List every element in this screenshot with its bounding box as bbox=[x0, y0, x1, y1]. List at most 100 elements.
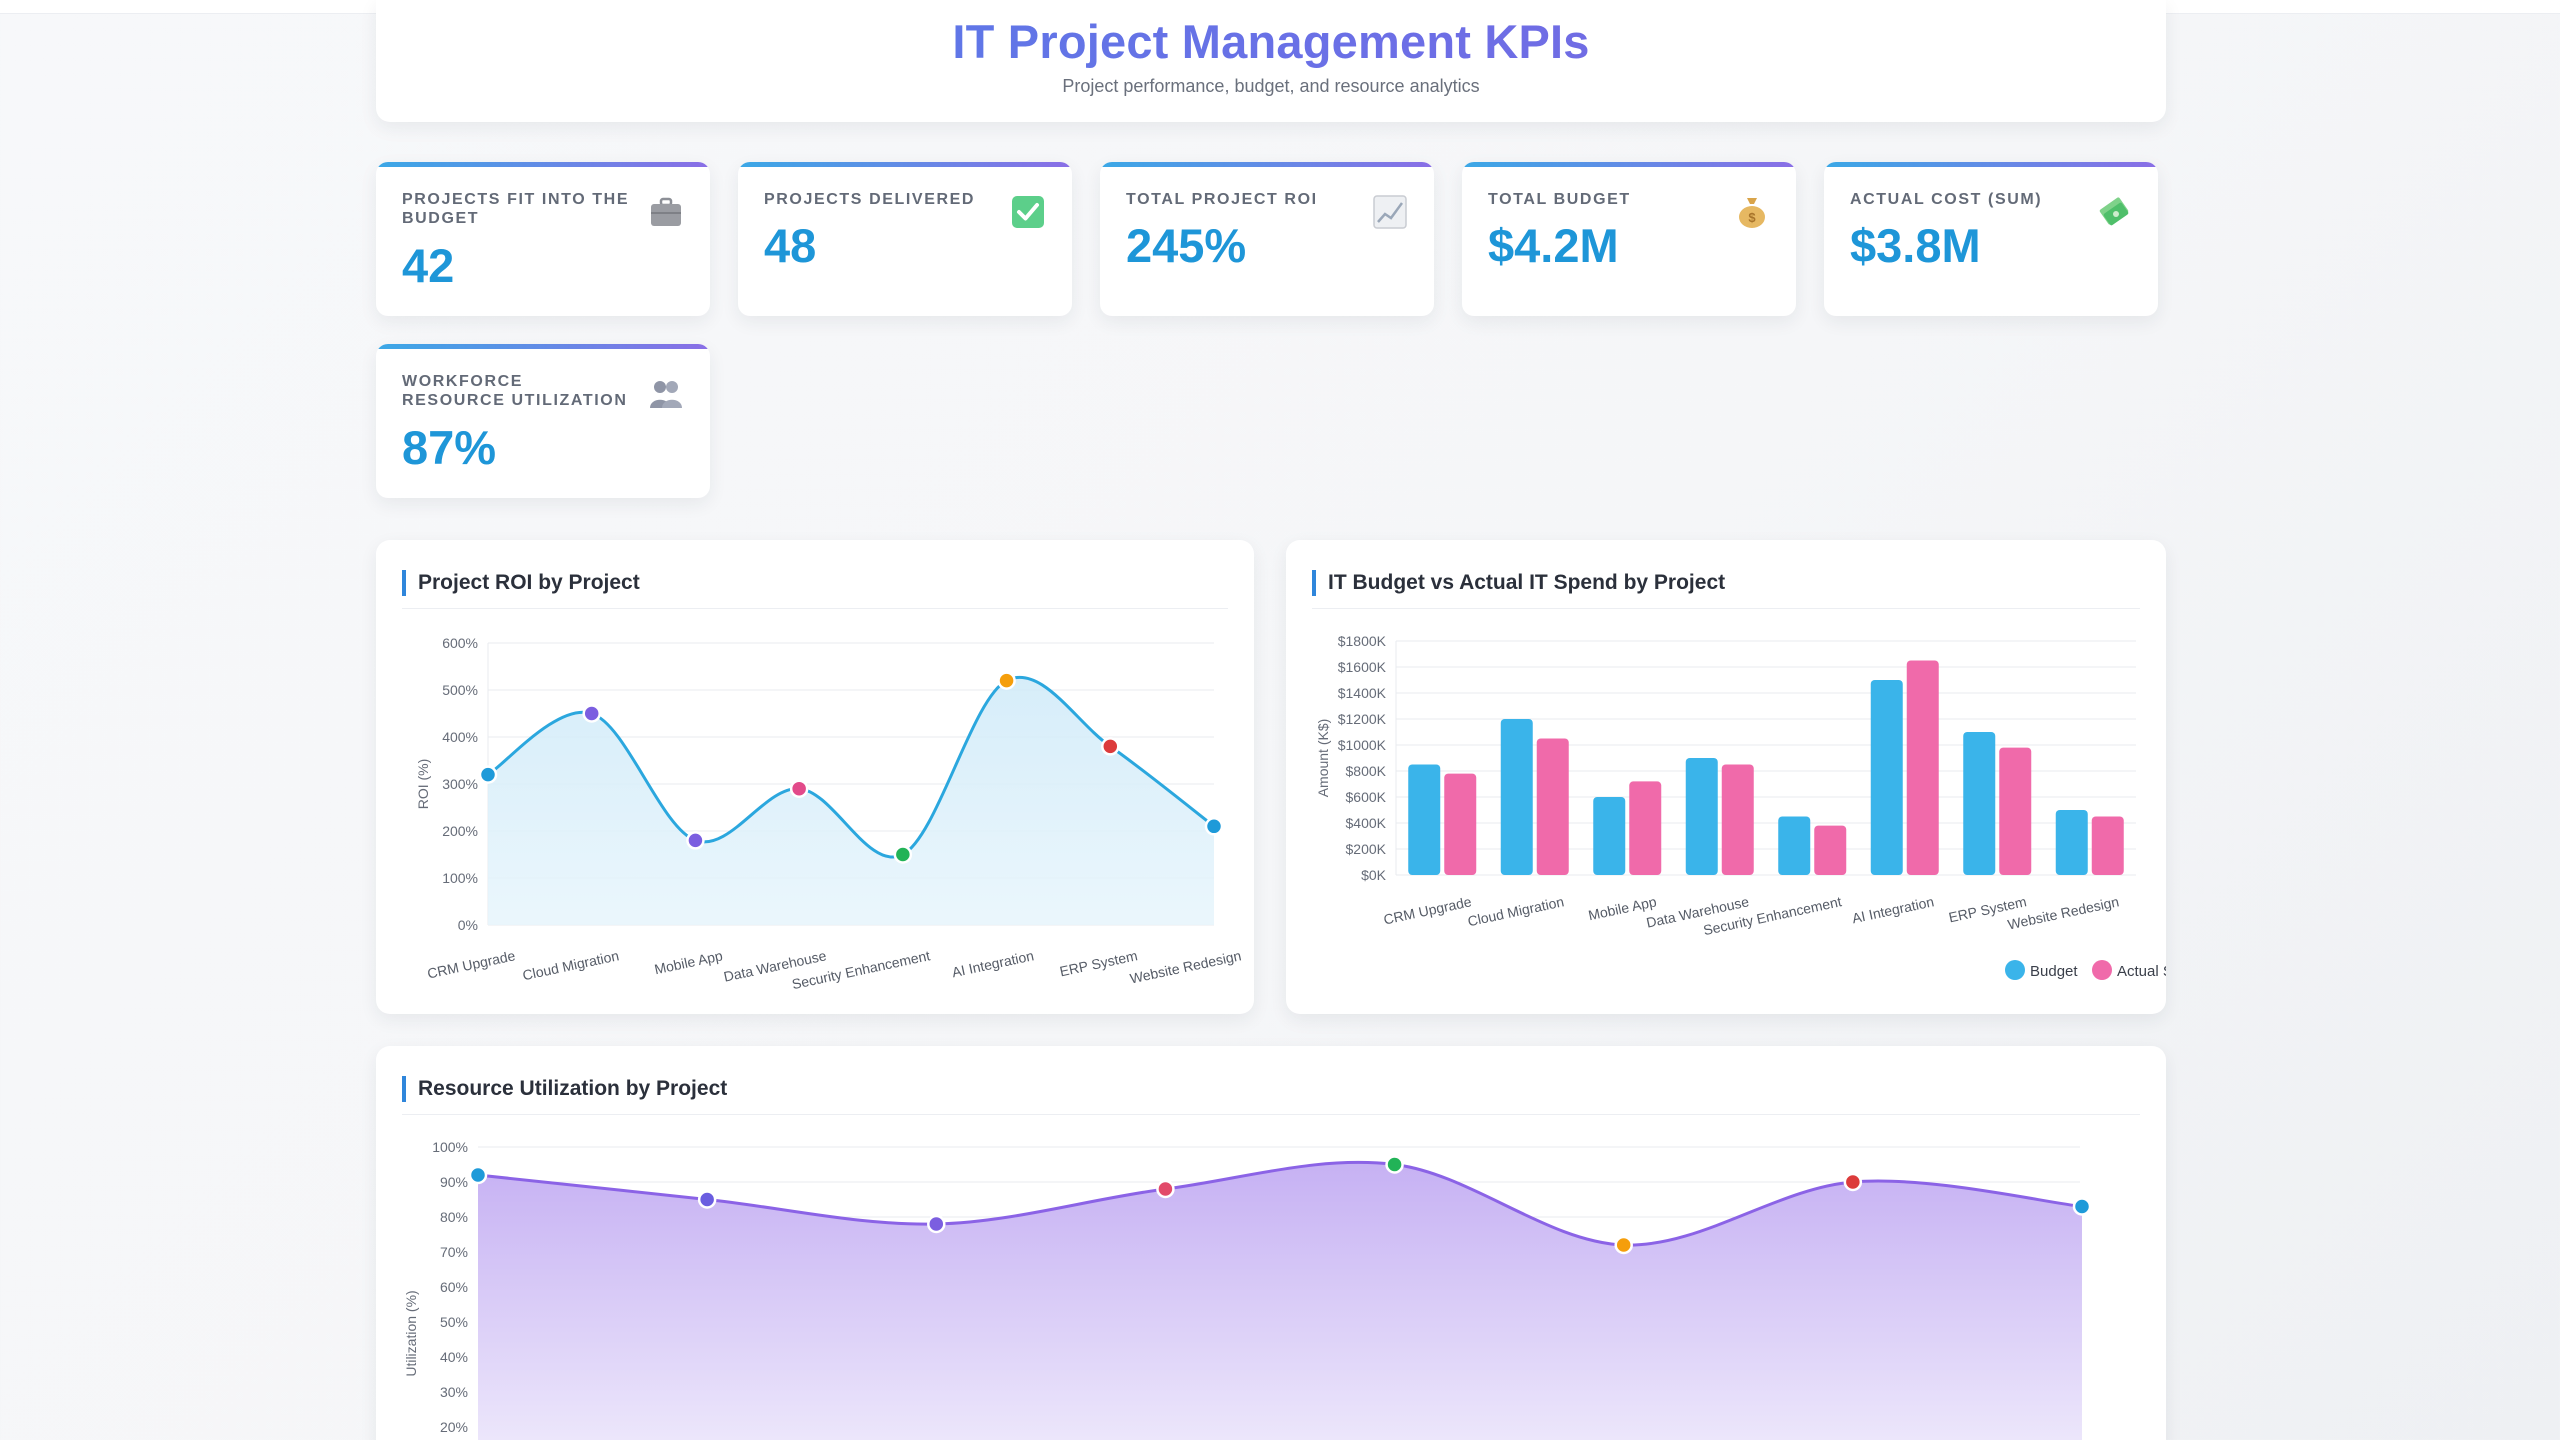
utilization-data-point[interactable] bbox=[1156, 1179, 1175, 1199]
budget-bar[interactable] bbox=[1963, 732, 1996, 875]
y-tick-label: $800K bbox=[1346, 763, 1387, 779]
header-card: IT Project Management KPIs Project perfo… bbox=[376, 0, 2166, 122]
roi-chart-panel: Project ROI by Project 0% 100% 200% 300% 400… bbox=[376, 540, 1254, 1014]
actual-spend-bar[interactable] bbox=[1814, 825, 1847, 875]
utilization-chart-title: Resource Utilization by Project bbox=[402, 1076, 727, 1102]
divider bbox=[402, 1114, 2140, 1115]
y-tick-label: 500% bbox=[442, 682, 478, 698]
kpi-value: 87% bbox=[402, 421, 497, 474]
y-tick-label: 0% bbox=[458, 917, 478, 933]
budget-chart: $0K $200K $400K $600K $800K $1000K $1200K $1400… bbox=[1315, 633, 2166, 980]
y-tick-label: 400% bbox=[442, 729, 478, 745]
y-tick-label: $1400K bbox=[1338, 685, 1387, 701]
roi-data-point[interactable] bbox=[478, 765, 498, 784]
roi-area bbox=[488, 677, 1214, 925]
utilization-data-point[interactable] bbox=[1614, 1235, 1633, 1255]
budget-y-axis-label: Amount (K$) bbox=[1315, 719, 1331, 798]
budget-bar[interactable] bbox=[1870, 680, 1903, 875]
utilization-data-point[interactable] bbox=[468, 1165, 488, 1185]
x-tick-label: AI Integration bbox=[1851, 893, 1936, 926]
x-tick-label: CRM Upgrade bbox=[426, 947, 517, 981]
y-tick-label: $0K bbox=[1361, 867, 1387, 883]
roi-y-axis-label: ROI (%) bbox=[415, 759, 431, 810]
actual-spend-bar[interactable] bbox=[1629, 781, 1662, 875]
utilization-data-point[interactable] bbox=[697, 1190, 717, 1209]
y-tick-label: 60% bbox=[440, 1279, 468, 1295]
kpi-label: Actual Cost (Sum) bbox=[1850, 191, 2043, 208]
budget-bar[interactable] bbox=[1593, 797, 1626, 875]
x-tick-label: Cloud Migration bbox=[521, 947, 620, 983]
actual-spend-bar[interactable] bbox=[1721, 764, 1754, 876]
x-tick-label: Website Redesign bbox=[1128, 947, 1242, 986]
budget-chart-title: IT Budget vs Actual IT Spend by Project bbox=[1312, 570, 1725, 596]
roi-series-line bbox=[487, 675, 1215, 859]
banknote-icon bbox=[2099, 197, 2129, 226]
roi-data-point[interactable] bbox=[893, 845, 913, 864]
y-tick-label: 70% bbox=[440, 1244, 468, 1260]
actual-spend-bar[interactable] bbox=[2091, 816, 2124, 876]
money-bag-icon: $ bbox=[1739, 198, 1765, 228]
legend-swatch-actual bbox=[2092, 960, 2112, 980]
kpi-label: Projects Fit Into The Budget bbox=[402, 191, 630, 227]
utilization-data-point[interactable] bbox=[1385, 1155, 1404, 1174]
svg-text:$: $ bbox=[1748, 210, 1756, 225]
x-tick-label: ERP System bbox=[1058, 947, 1139, 979]
legend-label-budget: Budget bbox=[2030, 963, 2078, 980]
roi-data-point[interactable] bbox=[1101, 737, 1120, 756]
budget-bar[interactable] bbox=[1408, 764, 1441, 876]
roi-data-point[interactable] bbox=[582, 704, 601, 723]
utilization-area bbox=[478, 1162, 2082, 1440]
kpi-value: 48 bbox=[764, 219, 817, 272]
kpi-label: Workforce Resource Utilization bbox=[402, 373, 628, 409]
kpi-card-projects-fit-budget: Projects Fit Into The Budget 42 bbox=[376, 162, 710, 316]
divider bbox=[402, 608, 1228, 609]
x-tick-label: Mobile App bbox=[653, 947, 724, 977]
y-tick-label: 90% bbox=[440, 1174, 468, 1190]
y-tick-label: 600% bbox=[442, 635, 478, 651]
kpi-value: $3.8M bbox=[1850, 219, 1981, 272]
kpi-label: Total Project ROI bbox=[1126, 191, 1318, 208]
roi-chart-title: Project ROI by Project bbox=[402, 570, 640, 596]
budget-bar[interactable] bbox=[2055, 810, 2088, 875]
people-icon bbox=[650, 381, 682, 408]
y-tick-label: $1000K bbox=[1338, 737, 1387, 753]
utilization-data-point[interactable] bbox=[1843, 1172, 1863, 1192]
y-tick-label: 300% bbox=[442, 776, 478, 792]
y-tick-label: 200% bbox=[442, 823, 478, 839]
trend-chart-icon bbox=[1373, 195, 1407, 229]
y-tick-label: 50% bbox=[440, 1314, 468, 1330]
y-tick-label: 20% bbox=[440, 1419, 468, 1435]
kpi-card-workforce-utilization: Workforce Resource Utilization 87% bbox=[376, 344, 710, 498]
roi-data-point[interactable] bbox=[686, 831, 705, 850]
y-tick-label: $200K bbox=[1346, 841, 1387, 857]
roi-chart: 0% 100% 200% 300% 400% 500% 600% CRM Upgrade Cl… bbox=[415, 635, 1243, 992]
y-tick-label: $1800K bbox=[1338, 633, 1387, 649]
roi-data-point[interactable] bbox=[1204, 817, 1224, 836]
budget-chart-panel: IT Budget vs Actual IT Spend by Project … bbox=[1286, 540, 2166, 1014]
budget-bar[interactable] bbox=[1500, 719, 1533, 875]
y-tick-label: 100% bbox=[432, 1139, 468, 1155]
page-subtitle: Project performance, budget, and resourc… bbox=[1062, 76, 1480, 96]
page-title: IT Project Management KPIs bbox=[376, 14, 2166, 69]
divider bbox=[1312, 608, 2140, 609]
kpi-value: 245% bbox=[1126, 219, 1247, 272]
budget-bar[interactable] bbox=[1685, 758, 1718, 875]
briefcase-icon bbox=[651, 197, 681, 226]
utilization-data-point[interactable] bbox=[2072, 1197, 2092, 1216]
actual-spend-bar[interactable] bbox=[1444, 773, 1477, 875]
roi-data-point[interactable] bbox=[789, 779, 809, 798]
utilization-data-point[interactable] bbox=[927, 1214, 946, 1234]
x-tick-label: AI Integration bbox=[950, 947, 1035, 980]
y-tick-label: 80% bbox=[440, 1209, 468, 1225]
actual-spend-bar[interactable] bbox=[1999, 747, 2032, 875]
roi-data-point[interactable] bbox=[997, 671, 1016, 690]
actual-spend-bar[interactable] bbox=[1906, 660, 1939, 876]
budget-bar[interactable] bbox=[1778, 816, 1811, 876]
actual-spend-bar[interactable] bbox=[1536, 738, 1569, 876]
y-tick-label: $400K bbox=[1346, 815, 1387, 831]
utilization-series-line bbox=[477, 1160, 2083, 1247]
kpi-label: Projects Delivered bbox=[764, 191, 976, 208]
kpi-card-total-roi: Total Project ROI 245% bbox=[1100, 162, 1434, 316]
y-tick-label: $1200K bbox=[1338, 711, 1387, 727]
kpi-value: $4.2M bbox=[1488, 219, 1619, 272]
